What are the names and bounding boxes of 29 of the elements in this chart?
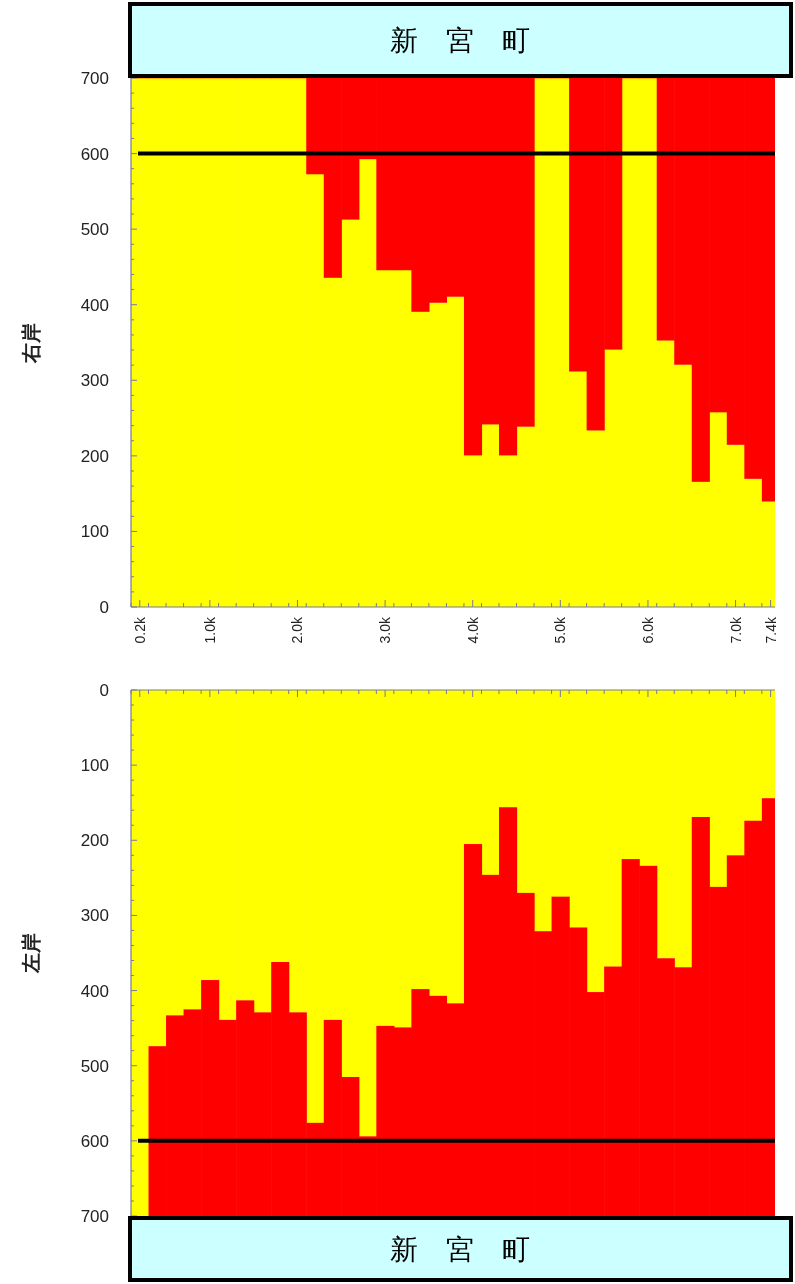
text: 新 宮 町 — [390, 1234, 530, 1265]
y-tick-label: 300 — [80, 371, 109, 391]
y-tick-label: 0 — [99, 681, 109, 700]
x-tick-label: 3.0k — [377, 616, 394, 644]
y-axis-title: 左岸 — [20, 933, 42, 974]
y-tick-label: 0 — [99, 598, 109, 617]
y-tick-label: 500 — [80, 1056, 109, 1076]
x-tick-label: 6.0k — [639, 616, 656, 644]
x-tick-label: 7.0k — [727, 616, 744, 644]
x-tick-label: 0.2k — [131, 616, 148, 644]
x-tick-label: 1.0k — [201, 616, 218, 644]
x-tick-label: 5.0k — [552, 616, 569, 644]
x-tick-label: 7.4k — [762, 616, 779, 644]
y-tick-label: 200 — [80, 446, 109, 466]
y-axis-title: 右岸 — [20, 322, 42, 364]
y-tick-label: 100 — [80, 522, 109, 542]
y-tick-label: 300 — [80, 906, 109, 926]
y-tick-label: 400 — [80, 981, 109, 1001]
y-tick-label: 700 — [80, 1207, 109, 1226]
y-tick-label: 400 — [80, 295, 109, 315]
y-tick-label: 700 — [80, 69, 109, 88]
chart-title: 新 宮 町 — [390, 25, 530, 56]
y-tick-label: 600 — [80, 1131, 109, 1151]
y-tick-label: 200 — [80, 831, 109, 851]
y-tick-label: 500 — [80, 220, 109, 240]
x-tick-label: 4.0k — [464, 616, 481, 644]
y-tick-label: 100 — [80, 756, 109, 776]
y-tick-label: 600 — [80, 144, 109, 164]
x-tick-label: 2.0k — [289, 616, 306, 644]
